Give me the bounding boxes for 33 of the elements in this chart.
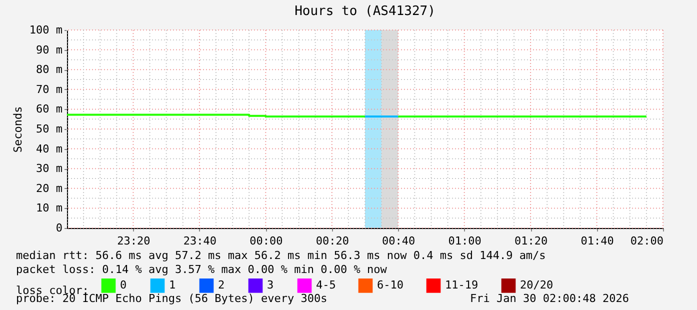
legend-label: 20/20 bbox=[520, 278, 554, 292]
text: median rtt: 56.6 ms avg 57.2 ms max 56.2 ms min 56.3 ms now 0.4 ms sd 144.9 am/s bbox=[16, 249, 546, 262]
y-tick-label: 20 m bbox=[36, 182, 63, 195]
y-tick-label: 90 m bbox=[36, 43, 63, 56]
y-tick-label: 100 m bbox=[29, 24, 63, 36]
x-tick-label: 00:40 bbox=[382, 234, 416, 248]
x-tick-label: 23:40 bbox=[183, 234, 217, 248]
y-tick-label: 80 m bbox=[36, 63, 63, 76]
x-tick-label: 23:20 bbox=[117, 234, 150, 248]
legend-label: 0 bbox=[120, 278, 127, 292]
legend-label: 2 bbox=[218, 278, 225, 292]
legend-label: 6-10 bbox=[377, 278, 404, 292]
y-tick-label: 40 m bbox=[36, 142, 63, 156]
x-tick-label: 00:20 bbox=[316, 234, 349, 248]
chart-title: Hours to (AS41327) bbox=[294, 4, 436, 19]
y-tick-label: 30 m bbox=[36, 162, 63, 176]
x-tick-label: 02:00 bbox=[630, 234, 664, 248]
y-tick-label: 10 m bbox=[36, 202, 63, 215]
y-tick-label: 60 m bbox=[36, 102, 63, 116]
y-tick-label: 0 bbox=[56, 222, 62, 234]
x-tick-label: 01:20 bbox=[514, 234, 548, 248]
legend-label: 3 bbox=[267, 278, 274, 292]
y-tick-label: 70 m bbox=[36, 82, 63, 96]
x-tick-label: 01:00 bbox=[448, 234, 482, 248]
legend-label: 4-5 bbox=[316, 278, 336, 292]
x-tick-label: 01:40 bbox=[580, 234, 614, 248]
text: Fri Jan 30 02:00:48 2026 bbox=[470, 292, 629, 305]
legend-label: 11-19 bbox=[445, 278, 478, 292]
legend-label: 1 bbox=[169, 278, 176, 292]
x-tick-label: 00:00 bbox=[250, 234, 283, 248]
text: packet loss: 0.14 % avg 3.57 % max 0.00 % min 0.00 % now bbox=[16, 263, 388, 276]
y-axis-title: Seconds bbox=[11, 106, 24, 153]
y-tick-label: 50 m bbox=[36, 122, 63, 136]
